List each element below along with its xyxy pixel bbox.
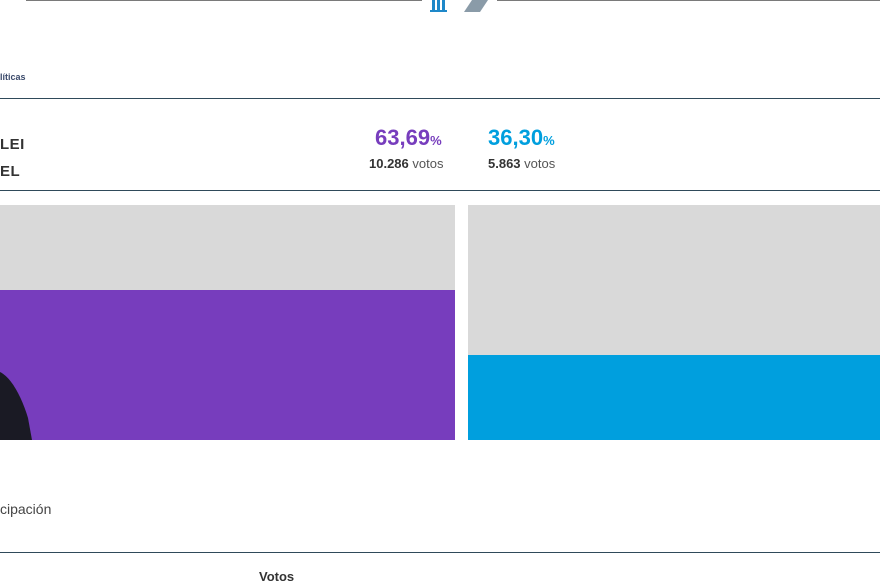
participation-label: cipación <box>0 501 52 517</box>
candidate-1-votes-number: 10.286 <box>369 156 409 171</box>
candidate-2-percent: 36,30% <box>488 125 555 151</box>
section-label: líticas <box>0 72 26 82</box>
candidate-1-votes-word: votos <box>412 156 444 171</box>
table-header-votos: Votos <box>259 569 295 584</box>
site-logo-icon <box>430 0 488 12</box>
candidate-1-percent-value: 63,69 <box>375 125 431 150</box>
candidate-1-percent: 63,69% <box>375 125 442 151</box>
candidate-1-name: LEI <box>0 136 25 153</box>
candidate-2-votes-word: votos <box>524 156 556 171</box>
divider <box>0 552 880 553</box>
candidate-2-result-fill <box>468 354 880 440</box>
candidate-2-percent-symbol: % <box>543 133 555 148</box>
top-divider-left <box>26 0 422 1</box>
candidate-2-result-panel <box>468 205 880 440</box>
candidate-1-percent-symbol: % <box>430 133 442 148</box>
candidate-2-percent-value: 36,30 <box>488 125 544 150</box>
candidate-1-photo <box>0 372 32 440</box>
divider <box>0 98 880 99</box>
candidate-2-name: EL <box>0 163 21 180</box>
candidate-1-result-fill <box>0 290 455 440</box>
candidate-2-votes: 5.863 votos <box>488 156 555 171</box>
candidate-2-votes-number: 5.863 <box>488 156 521 171</box>
candidate-1-result-panel <box>0 205 455 440</box>
candidate-1-votes: 10.286 votos <box>369 156 443 171</box>
divider <box>0 190 880 191</box>
top-divider-right <box>497 0 880 1</box>
